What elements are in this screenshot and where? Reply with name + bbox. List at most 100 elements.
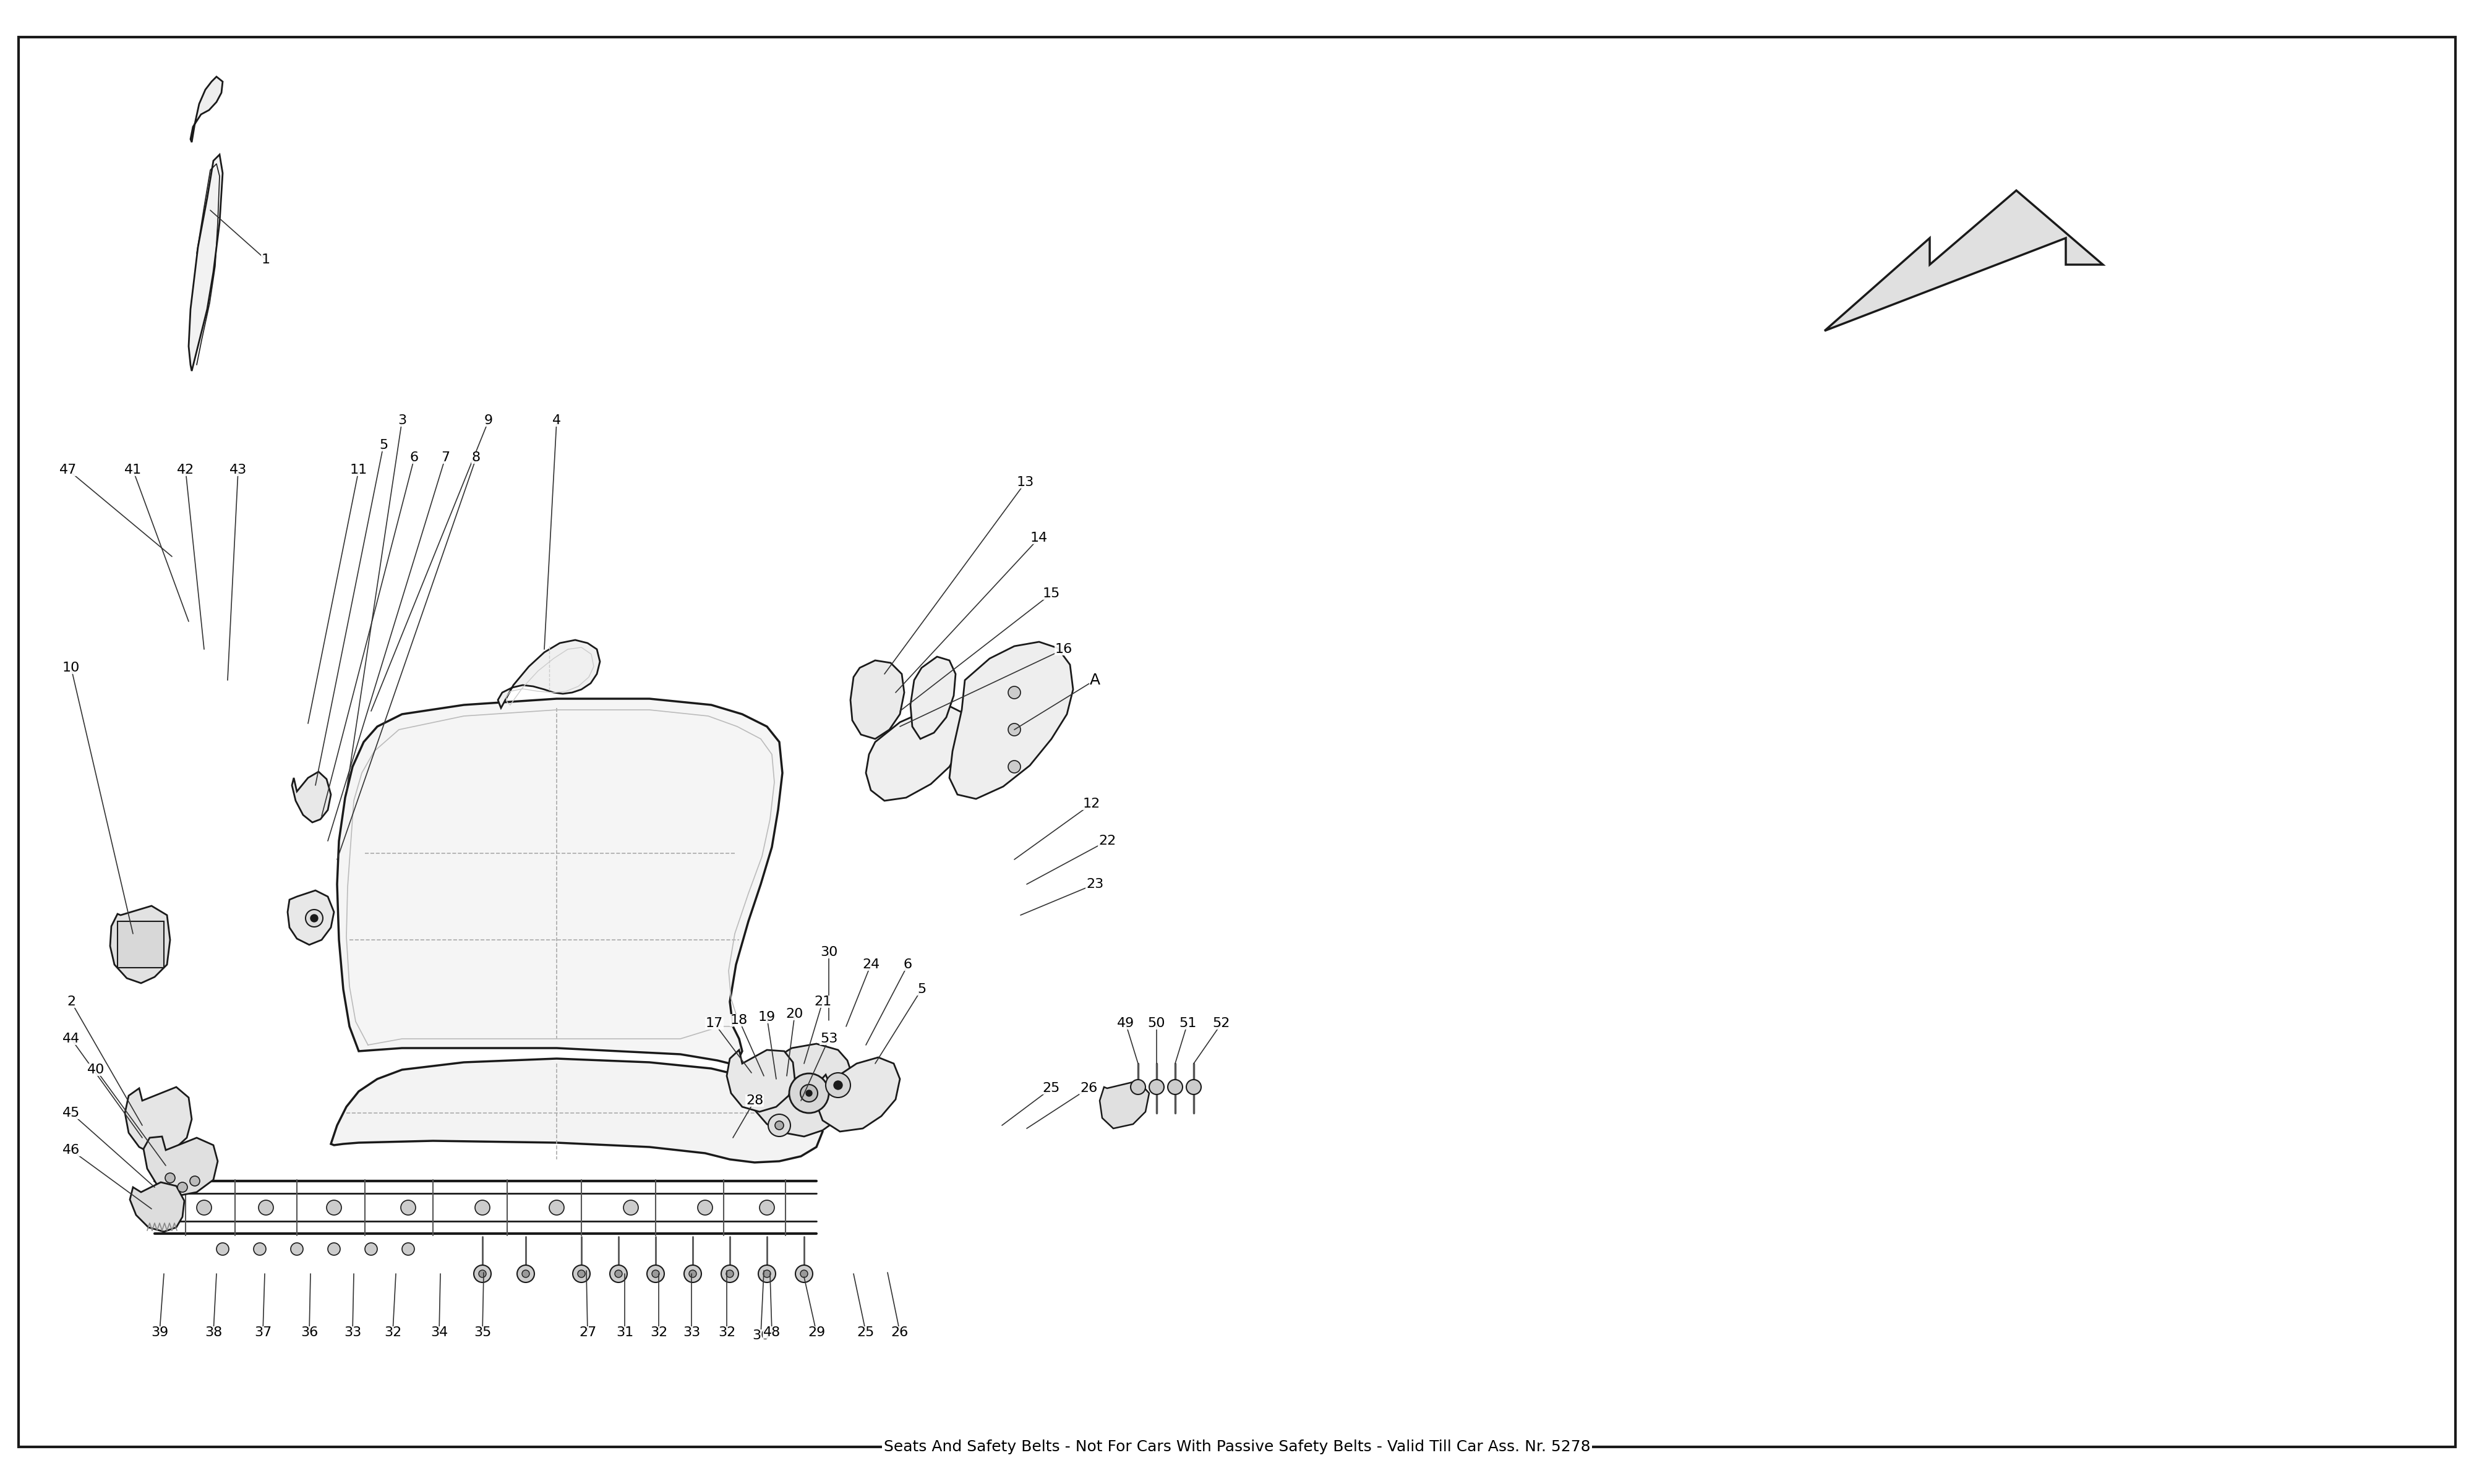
- Polygon shape: [910, 656, 955, 739]
- Text: 35: 35: [473, 1327, 492, 1339]
- Circle shape: [609, 1264, 628, 1282]
- Polygon shape: [851, 660, 905, 739]
- Text: 16: 16: [1054, 643, 1074, 656]
- Circle shape: [190, 1175, 200, 1186]
- Circle shape: [727, 1270, 732, 1278]
- Circle shape: [802, 1085, 816, 1101]
- Text: 25: 25: [1042, 1082, 1061, 1095]
- Circle shape: [218, 1244, 228, 1255]
- Text: 8: 8: [473, 451, 480, 463]
- Text: 2: 2: [67, 996, 77, 1008]
- Text: 44: 44: [62, 1033, 79, 1045]
- Text: 4: 4: [552, 414, 562, 427]
- Text: 42: 42: [176, 463, 195, 476]
- Circle shape: [826, 1073, 851, 1098]
- Polygon shape: [109, 905, 171, 982]
- Circle shape: [1168, 1080, 1183, 1095]
- Circle shape: [683, 1264, 703, 1282]
- Circle shape: [257, 1201, 272, 1215]
- Text: 23: 23: [1086, 879, 1103, 890]
- Circle shape: [401, 1201, 416, 1215]
- Text: 41: 41: [124, 463, 141, 476]
- Text: 45: 45: [62, 1107, 79, 1119]
- Circle shape: [648, 1264, 663, 1282]
- Circle shape: [480, 1270, 485, 1278]
- Text: 53: 53: [819, 1033, 839, 1045]
- Text: 10: 10: [62, 662, 79, 674]
- Polygon shape: [950, 641, 1074, 798]
- Text: 49: 49: [1116, 1017, 1136, 1030]
- Text: 52: 52: [1212, 1017, 1230, 1030]
- Text: 30: 30: [752, 1330, 769, 1342]
- Polygon shape: [336, 699, 782, 1064]
- Polygon shape: [287, 890, 334, 945]
- Text: 24: 24: [861, 959, 881, 971]
- Circle shape: [327, 1244, 341, 1255]
- Circle shape: [574, 1264, 591, 1282]
- Circle shape: [401, 1244, 416, 1255]
- Text: 3: 3: [398, 414, 406, 427]
- Text: 26: 26: [891, 1327, 908, 1339]
- Circle shape: [1009, 723, 1022, 736]
- Text: 12: 12: [1084, 798, 1101, 810]
- Circle shape: [698, 1201, 713, 1215]
- Text: 28: 28: [745, 1095, 764, 1107]
- Text: A: A: [1089, 672, 1101, 687]
- Circle shape: [757, 1264, 777, 1282]
- Text: 37: 37: [255, 1327, 272, 1339]
- Polygon shape: [124, 1086, 193, 1155]
- Text: 26: 26: [1079, 1082, 1098, 1095]
- Bar: [119, 922, 163, 968]
- Circle shape: [1009, 686, 1022, 699]
- Polygon shape: [497, 640, 599, 708]
- Circle shape: [653, 1270, 658, 1278]
- Text: 43: 43: [230, 463, 247, 476]
- Text: 50: 50: [1148, 1017, 1165, 1030]
- Text: 21: 21: [814, 996, 831, 1008]
- Text: 15: 15: [1042, 588, 1061, 600]
- Circle shape: [623, 1201, 638, 1215]
- Polygon shape: [727, 1051, 794, 1112]
- Circle shape: [312, 914, 317, 922]
- Text: 6: 6: [411, 451, 418, 463]
- Text: 32: 32: [651, 1327, 668, 1339]
- Circle shape: [1009, 760, 1022, 773]
- Text: 17: 17: [705, 1017, 722, 1030]
- Text: 13: 13: [1017, 476, 1034, 488]
- Polygon shape: [1826, 190, 2103, 331]
- Text: 51: 51: [1178, 1017, 1197, 1030]
- Circle shape: [178, 1183, 188, 1192]
- Text: 5: 5: [918, 982, 925, 996]
- Circle shape: [327, 1201, 341, 1215]
- Text: 38: 38: [205, 1327, 223, 1339]
- Text: 48: 48: [762, 1327, 782, 1339]
- Polygon shape: [292, 772, 332, 822]
- Circle shape: [475, 1201, 490, 1215]
- Circle shape: [166, 1172, 176, 1183]
- Circle shape: [767, 1114, 792, 1137]
- Text: 33: 33: [344, 1327, 361, 1339]
- Text: 31: 31: [616, 1327, 633, 1339]
- Text: 34: 34: [430, 1327, 448, 1339]
- Circle shape: [517, 1264, 534, 1282]
- Text: 32: 32: [717, 1327, 735, 1339]
- Circle shape: [802, 1270, 807, 1278]
- Circle shape: [688, 1270, 698, 1278]
- Polygon shape: [129, 1183, 183, 1232]
- Text: 32: 32: [383, 1327, 401, 1339]
- Text: 7: 7: [440, 451, 450, 463]
- Circle shape: [292, 1244, 302, 1255]
- Circle shape: [789, 1073, 829, 1113]
- Polygon shape: [188, 154, 223, 371]
- Circle shape: [475, 1264, 490, 1282]
- Polygon shape: [1098, 1080, 1148, 1128]
- Polygon shape: [866, 706, 965, 801]
- Circle shape: [834, 1080, 841, 1089]
- Text: 46: 46: [62, 1144, 79, 1156]
- Circle shape: [1148, 1080, 1165, 1095]
- Circle shape: [797, 1264, 811, 1282]
- Circle shape: [762, 1270, 772, 1278]
- Circle shape: [579, 1270, 586, 1278]
- Circle shape: [366, 1244, 376, 1255]
- Circle shape: [198, 1201, 213, 1215]
